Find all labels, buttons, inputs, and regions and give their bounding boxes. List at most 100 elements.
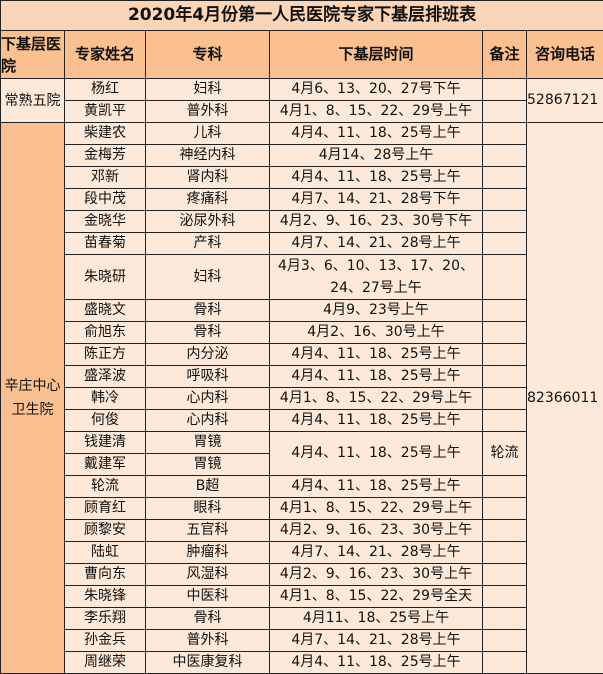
header-expert-name: 专家姓名 <box>65 31 146 79</box>
schedule-time: 4月7、14、21、28号上午 <box>270 233 483 255</box>
schedule-time: 4月4、11、18、25号上午 <box>270 652 483 674</box>
expert-name: 韩冷 <box>65 388 146 410</box>
department: 骨科 <box>146 322 270 344</box>
note <box>483 476 527 498</box>
note <box>483 542 527 564</box>
page-title: 2020年4月份第一人民医院专家下基层排班表 <box>1 1 603 31</box>
header-time: 下基层时间 <box>270 31 483 79</box>
note <box>483 189 527 211</box>
expert-name: 轮流 <box>65 476 146 498</box>
phone-number: 82366011 <box>527 123 603 674</box>
department: 骨科 <box>146 608 270 630</box>
note <box>483 167 527 189</box>
department: 心内科 <box>146 410 270 432</box>
department: 胃镜 <box>146 454 270 476</box>
department: 胃镜 <box>146 432 270 454</box>
header-note: 备注 <box>483 31 527 79</box>
department: 肿瘤科 <box>146 542 270 564</box>
schedule-time: 4月1、8、15、22、29号上午 <box>270 498 483 520</box>
expert-name: 周继荣 <box>65 652 146 674</box>
schedule-time: 4月4、11、18、25号上午 <box>270 432 483 476</box>
schedule-time: 4月4、11、18、25号上午 <box>270 123 483 145</box>
department: 产科 <box>146 233 270 255</box>
header-row: 下基层医院 专家姓名 专科 下基层时间 备注 咨询电话 <box>1 31 603 79</box>
schedule-time: 4月4、11、18、25号上午 <box>270 366 483 388</box>
expert-name: 金晓华 <box>65 211 146 233</box>
expert-name: 顾黎安 <box>65 520 146 542</box>
department: 普外科 <box>146 101 270 123</box>
note <box>483 255 527 300</box>
expert-name: 盛晓文 <box>65 300 146 322</box>
expert-name: 何俊 <box>65 410 146 432</box>
schedule-time: 4月2、9、16、23、30号下午 <box>270 211 483 233</box>
department: 儿科 <box>146 123 270 145</box>
department: 风湿科 <box>146 564 270 586</box>
schedule-time: 4月1、8、15、22、29号上午 <box>270 388 483 410</box>
schedule-time: 4月4、11、18、25号上午 <box>270 167 483 189</box>
expert-name: 钱建清 <box>65 432 146 454</box>
title-row: 2020年4月份第一人民医院专家下基层排班表 <box>1 1 603 31</box>
header-hospital: 下基层医院 <box>1 31 65 79</box>
note <box>483 410 527 432</box>
expert-name: 杨红 <box>65 79 146 101</box>
expert-name: 朱晓锋 <box>65 586 146 608</box>
hospital-cell: 常熟五院 <box>1 79 65 123</box>
note <box>483 564 527 586</box>
schedule-time: 4月2、16、30号上午 <box>270 322 483 344</box>
schedule-time: 4月7、14、21、28号下午 <box>270 189 483 211</box>
note: 轮流 <box>483 432 527 476</box>
expert-name: 苗春菊 <box>65 233 146 255</box>
phone-number: 52867121 <box>527 79 603 123</box>
note <box>483 145 527 167</box>
note <box>483 233 527 255</box>
expert-name: 陆虹 <box>65 542 146 564</box>
note <box>483 388 527 410</box>
department: 中医科 <box>146 586 270 608</box>
schedule-time: 4月1、8、15、22、29号全天 <box>270 586 483 608</box>
schedule-time: 4月7、14、21、28号上午 <box>270 542 483 564</box>
department: 中医康复科 <box>146 652 270 674</box>
note <box>483 498 527 520</box>
note <box>483 79 527 101</box>
schedule-time: 4月9、23号上午 <box>270 300 483 322</box>
note <box>483 366 527 388</box>
note <box>483 652 527 674</box>
note <box>483 322 527 344</box>
department: 呼吸科 <box>146 366 270 388</box>
department: 疼痛科 <box>146 189 270 211</box>
schedule-time: 4月7、14、21、28号上午 <box>270 630 483 652</box>
note <box>483 586 527 608</box>
expert-name: 邓新 <box>65 167 146 189</box>
schedule-time: 4月4、11、18、25号上午 <box>270 476 483 498</box>
schedule-time: 4月3、6、10、13、17、20、24、27号上午 <box>270 255 483 300</box>
schedule-time: 4月2、9、16、23、30号上午 <box>270 520 483 542</box>
schedule-time: 4月1、8、15、22、29号上午 <box>270 101 483 123</box>
hospital-cell: 辛庄中心卫生院 <box>1 123 65 674</box>
note <box>483 211 527 233</box>
note <box>483 630 527 652</box>
department: 心内科 <box>146 388 270 410</box>
department: 神经内科 <box>146 145 270 167</box>
department: 泌尿外科 <box>146 211 270 233</box>
expert-name: 黄凯平 <box>65 101 146 123</box>
